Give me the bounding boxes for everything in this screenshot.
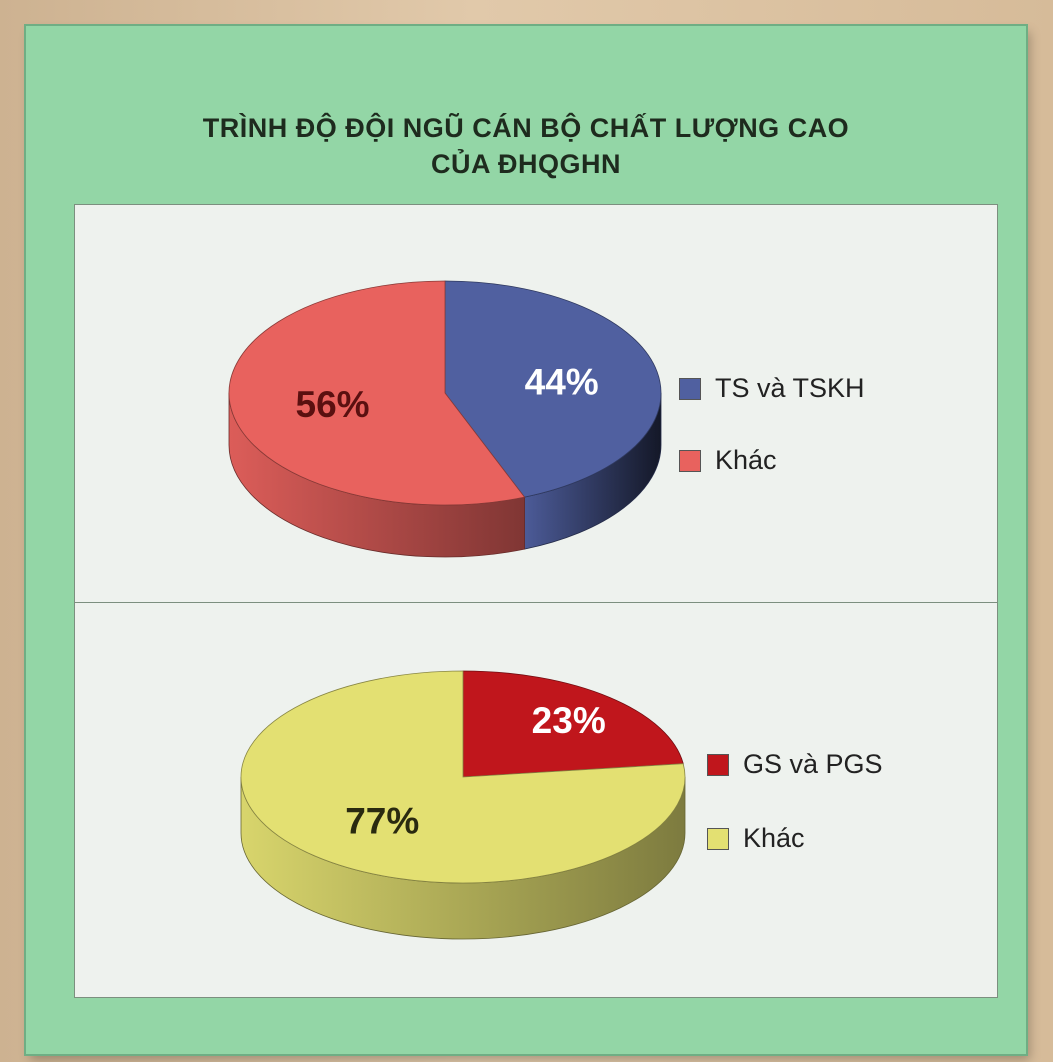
pie-label-gs-v-pgs: 23% (532, 700, 606, 741)
pie-slice-kh-c (228, 280, 526, 506)
pie-slice-ts-v-tskh (444, 280, 662, 498)
pie-slice-kh-c (240, 670, 686, 884)
pie-chart-degree: 44% 56% (228, 280, 662, 558)
title-line-2: CỦA ĐHQGHN (431, 149, 621, 179)
pie-label-kh-c: 77% (345, 801, 419, 842)
legend-item-khac-2: Khác (707, 823, 805, 854)
pie-label-ts-v-tskh: 44% (525, 361, 599, 402)
title-line-1: TRÌNH ĐỘ ĐỘI NGŨ CÁN BỘ CHẤT LƯỢNG CAO (202, 113, 850, 143)
pie-slice-gs-v-pgs (462, 670, 684, 778)
legend-label-gs-pgs: GS và PGS (743, 749, 883, 779)
legend-swatch-khac-1 (679, 449, 701, 472)
chart-title: TRÌNH ĐỘ ĐỘI NGŨ CÁN BỘ CHẤT LƯỢNG CAO C… (26, 110, 1026, 182)
legend-swatch-khac-2 (707, 827, 729, 850)
poster-board: TRÌNH ĐỘ ĐỘI NGŨ CÁN BỘ CHẤT LƯỢNG CAO C… (26, 26, 1026, 1054)
chart-panel-title: 23% 77% GS và PGS Khác (74, 602, 998, 998)
legend-label-khac-2: Khác (743, 823, 805, 853)
legend-item-gs-pgs: GS và PGS (707, 749, 883, 780)
legend-label-khac-1: Khác (715, 445, 777, 475)
legend-item-khac-1: Khác (679, 445, 777, 476)
legend-label-ts-tskh: TS và TSKH (715, 373, 865, 403)
pie-label-kh-c: 56% (296, 384, 370, 425)
legend-swatch-gs-pgs (707, 753, 729, 776)
legend-item-ts-tskh: TS và TSKH (679, 373, 865, 404)
legend-swatch-ts-tskh (679, 377, 701, 400)
pie-chart-title: 23% 77% (240, 670, 686, 940)
chart-panel-degree: 44% 56% TS và TSKH Khác (74, 204, 998, 603)
